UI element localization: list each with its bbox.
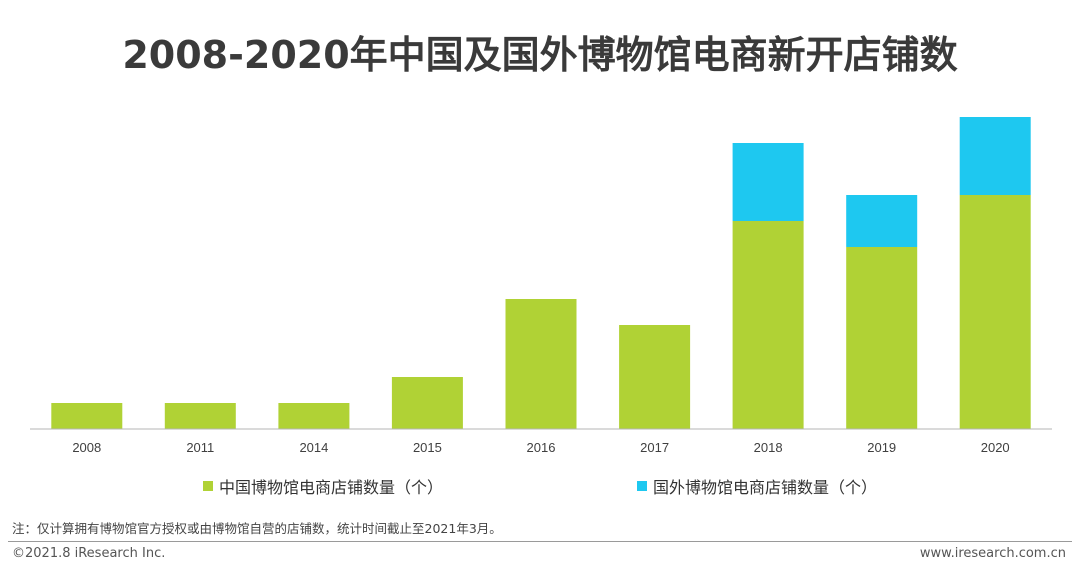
x-tick-label-2014: 2014 — [299, 440, 328, 455]
chart-legend: 中国博物馆电商店铺数量（个） 国外博物馆电商店铺数量（个） — [0, 474, 1080, 498]
legend-item-china: 中国博物馆电商店铺数量（个） — [203, 474, 443, 498]
legend-label-china: 中国博物馆电商店铺数量（个） — [219, 478, 444, 497]
x-tick-label-2018: 2018 — [754, 440, 783, 455]
x-tick-label-2015: 2015 — [413, 440, 442, 455]
x-tick-label-2020: 2020 — [981, 440, 1010, 455]
x-tick-label-2017: 2017 — [640, 440, 669, 455]
x-tick-label-2008: 2008 — [72, 440, 101, 455]
chart-title: 2008-2020年中国及国外博物馆电商新开店铺数 — [122, 33, 958, 77]
bar-china-2011 — [164, 403, 236, 429]
bar-overseas-2020 — [959, 117, 1031, 195]
website-link[interactable]: www.iresearch.com.cn — [919, 546, 1066, 561]
x-tick-labels: 2008 2011 2014 2015 2016 2017 2018 2019 2020 — [72, 440, 1009, 455]
bar-overseas-2018 — [732, 143, 804, 221]
legend-item-overseas: 国外博物馆电商店铺数量（个） — [637, 474, 877, 498]
bar-china-2017 — [619, 325, 691, 429]
bar-china-2020 — [959, 195, 1031, 429]
copyright-text: ©2021.8 iResearch Inc. — [12, 546, 166, 561]
bars-layer — [51, 117, 1031, 429]
bar-china-2018 — [732, 221, 804, 429]
x-tick-label-2011: 2011 — [186, 440, 214, 455]
bar-china-2008 — [51, 403, 123, 429]
bar-china-2019 — [846, 247, 918, 429]
footer-divider — [8, 541, 1072, 542]
x-tick-label-2016: 2016 — [527, 440, 556, 455]
legend-label-overseas: 国外博物馆电商店铺数量（个） — [653, 478, 878, 497]
bar-overseas-2019 — [846, 195, 918, 247]
bar-china-2015 — [391, 377, 463, 429]
legend-swatch-china — [203, 481, 213, 491]
footnote: 注：仅计算拥有博物馆官方授权或由博物馆自营的店铺数，统计时间截止至2021年3月… — [12, 521, 502, 536]
bar-china-2016 — [505, 299, 577, 429]
bar-china-2014 — [278, 403, 350, 429]
legend-swatch-overseas — [637, 481, 647, 491]
x-tick-label-2019: 2019 — [867, 440, 896, 455]
stacked-bar-chart: 2008 2011 2014 2015 2016 2017 2018 2019 2020 — [30, 117, 1052, 455]
